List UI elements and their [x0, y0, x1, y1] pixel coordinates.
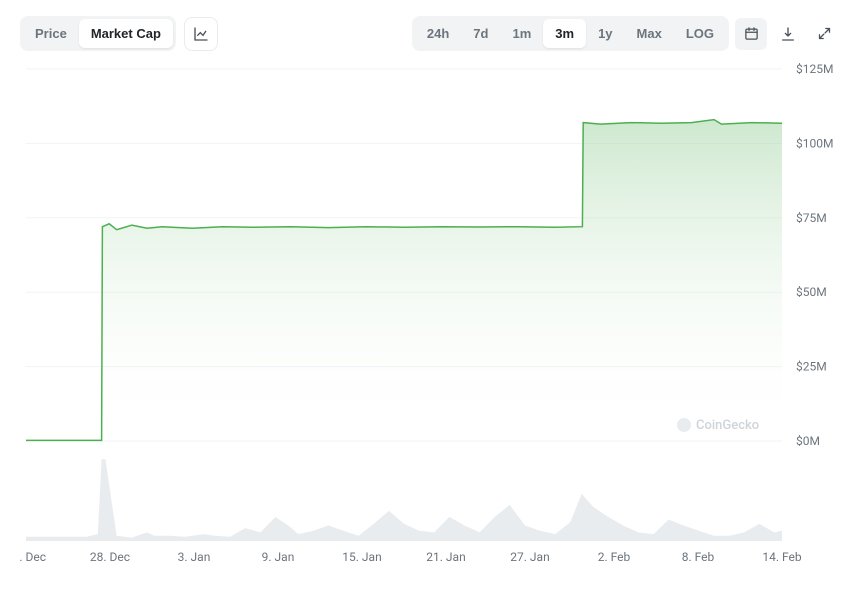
range-option-log[interactable]: LOG	[674, 19, 726, 48]
chart-area[interactable]: $0M $25M $50M $75M $100M $125M CoinGecko 22. De…	[20, 63, 839, 583]
range-option-max[interactable]: Max	[625, 19, 674, 48]
chart-toolbar: PriceMarket Cap 24h7d1m3m1yMaxLOG	[20, 16, 839, 51]
market-cap-chart: $0M $25M $50M $75M $100M $125M CoinGecko 22. De…	[20, 63, 839, 583]
range-option-24h[interactable]: 24h	[415, 19, 461, 48]
calendar-button[interactable]	[735, 18, 767, 50]
x-axis-label: 22. Dec	[20, 550, 46, 564]
left-controls: PriceMarket Cap	[20, 16, 218, 51]
y-axis-label: $25M	[796, 360, 827, 374]
range-option-1m[interactable]: 1m	[500, 19, 543, 48]
x-axis-label: 21. Jan	[426, 550, 465, 564]
svg-text:CoinGecko: CoinGecko	[696, 418, 759, 433]
x-axis-label: 27. Jan	[510, 550, 549, 564]
y-axis-label: $125M	[796, 63, 833, 76]
expand-button[interactable]	[809, 19, 839, 49]
volume-area	[26, 459, 782, 541]
right-controls: 24h7d1m3m1yMaxLOG	[412, 16, 839, 51]
range-option-1y[interactable]: 1y	[586, 19, 624, 48]
range-toggle: 24h7d1m3m1yMaxLOG	[412, 16, 729, 51]
y-axis-label: $100M	[796, 136, 833, 150]
x-axis-label: 28. Dec	[90, 550, 130, 564]
x-axis-label: 8. Feb	[682, 550, 715, 564]
x-axis-label: 15. Jan	[342, 550, 381, 564]
candlestick-button[interactable]	[184, 17, 218, 51]
x-axis-label: 14. Feb	[762, 550, 802, 564]
x-axis-label: 9. Jan	[262, 550, 295, 564]
download-button[interactable]	[773, 19, 803, 49]
metric-option-market-cap[interactable]: Market Cap	[79, 19, 173, 48]
metric-toggle: PriceMarket Cap	[20, 16, 176, 51]
y-axis-label: $75M	[796, 211, 827, 225]
metric-option-price[interactable]: Price	[23, 19, 79, 48]
y-axis-label: $0M	[796, 434, 820, 448]
x-axis-label: 3. Jan	[178, 550, 211, 564]
area-fill	[26, 120, 782, 441]
range-option-7d[interactable]: 7d	[461, 19, 500, 48]
range-option-3m[interactable]: 3m	[543, 19, 586, 48]
x-axis-label: 2. Feb	[598, 550, 631, 564]
y-axis-label: $50M	[796, 285, 827, 299]
